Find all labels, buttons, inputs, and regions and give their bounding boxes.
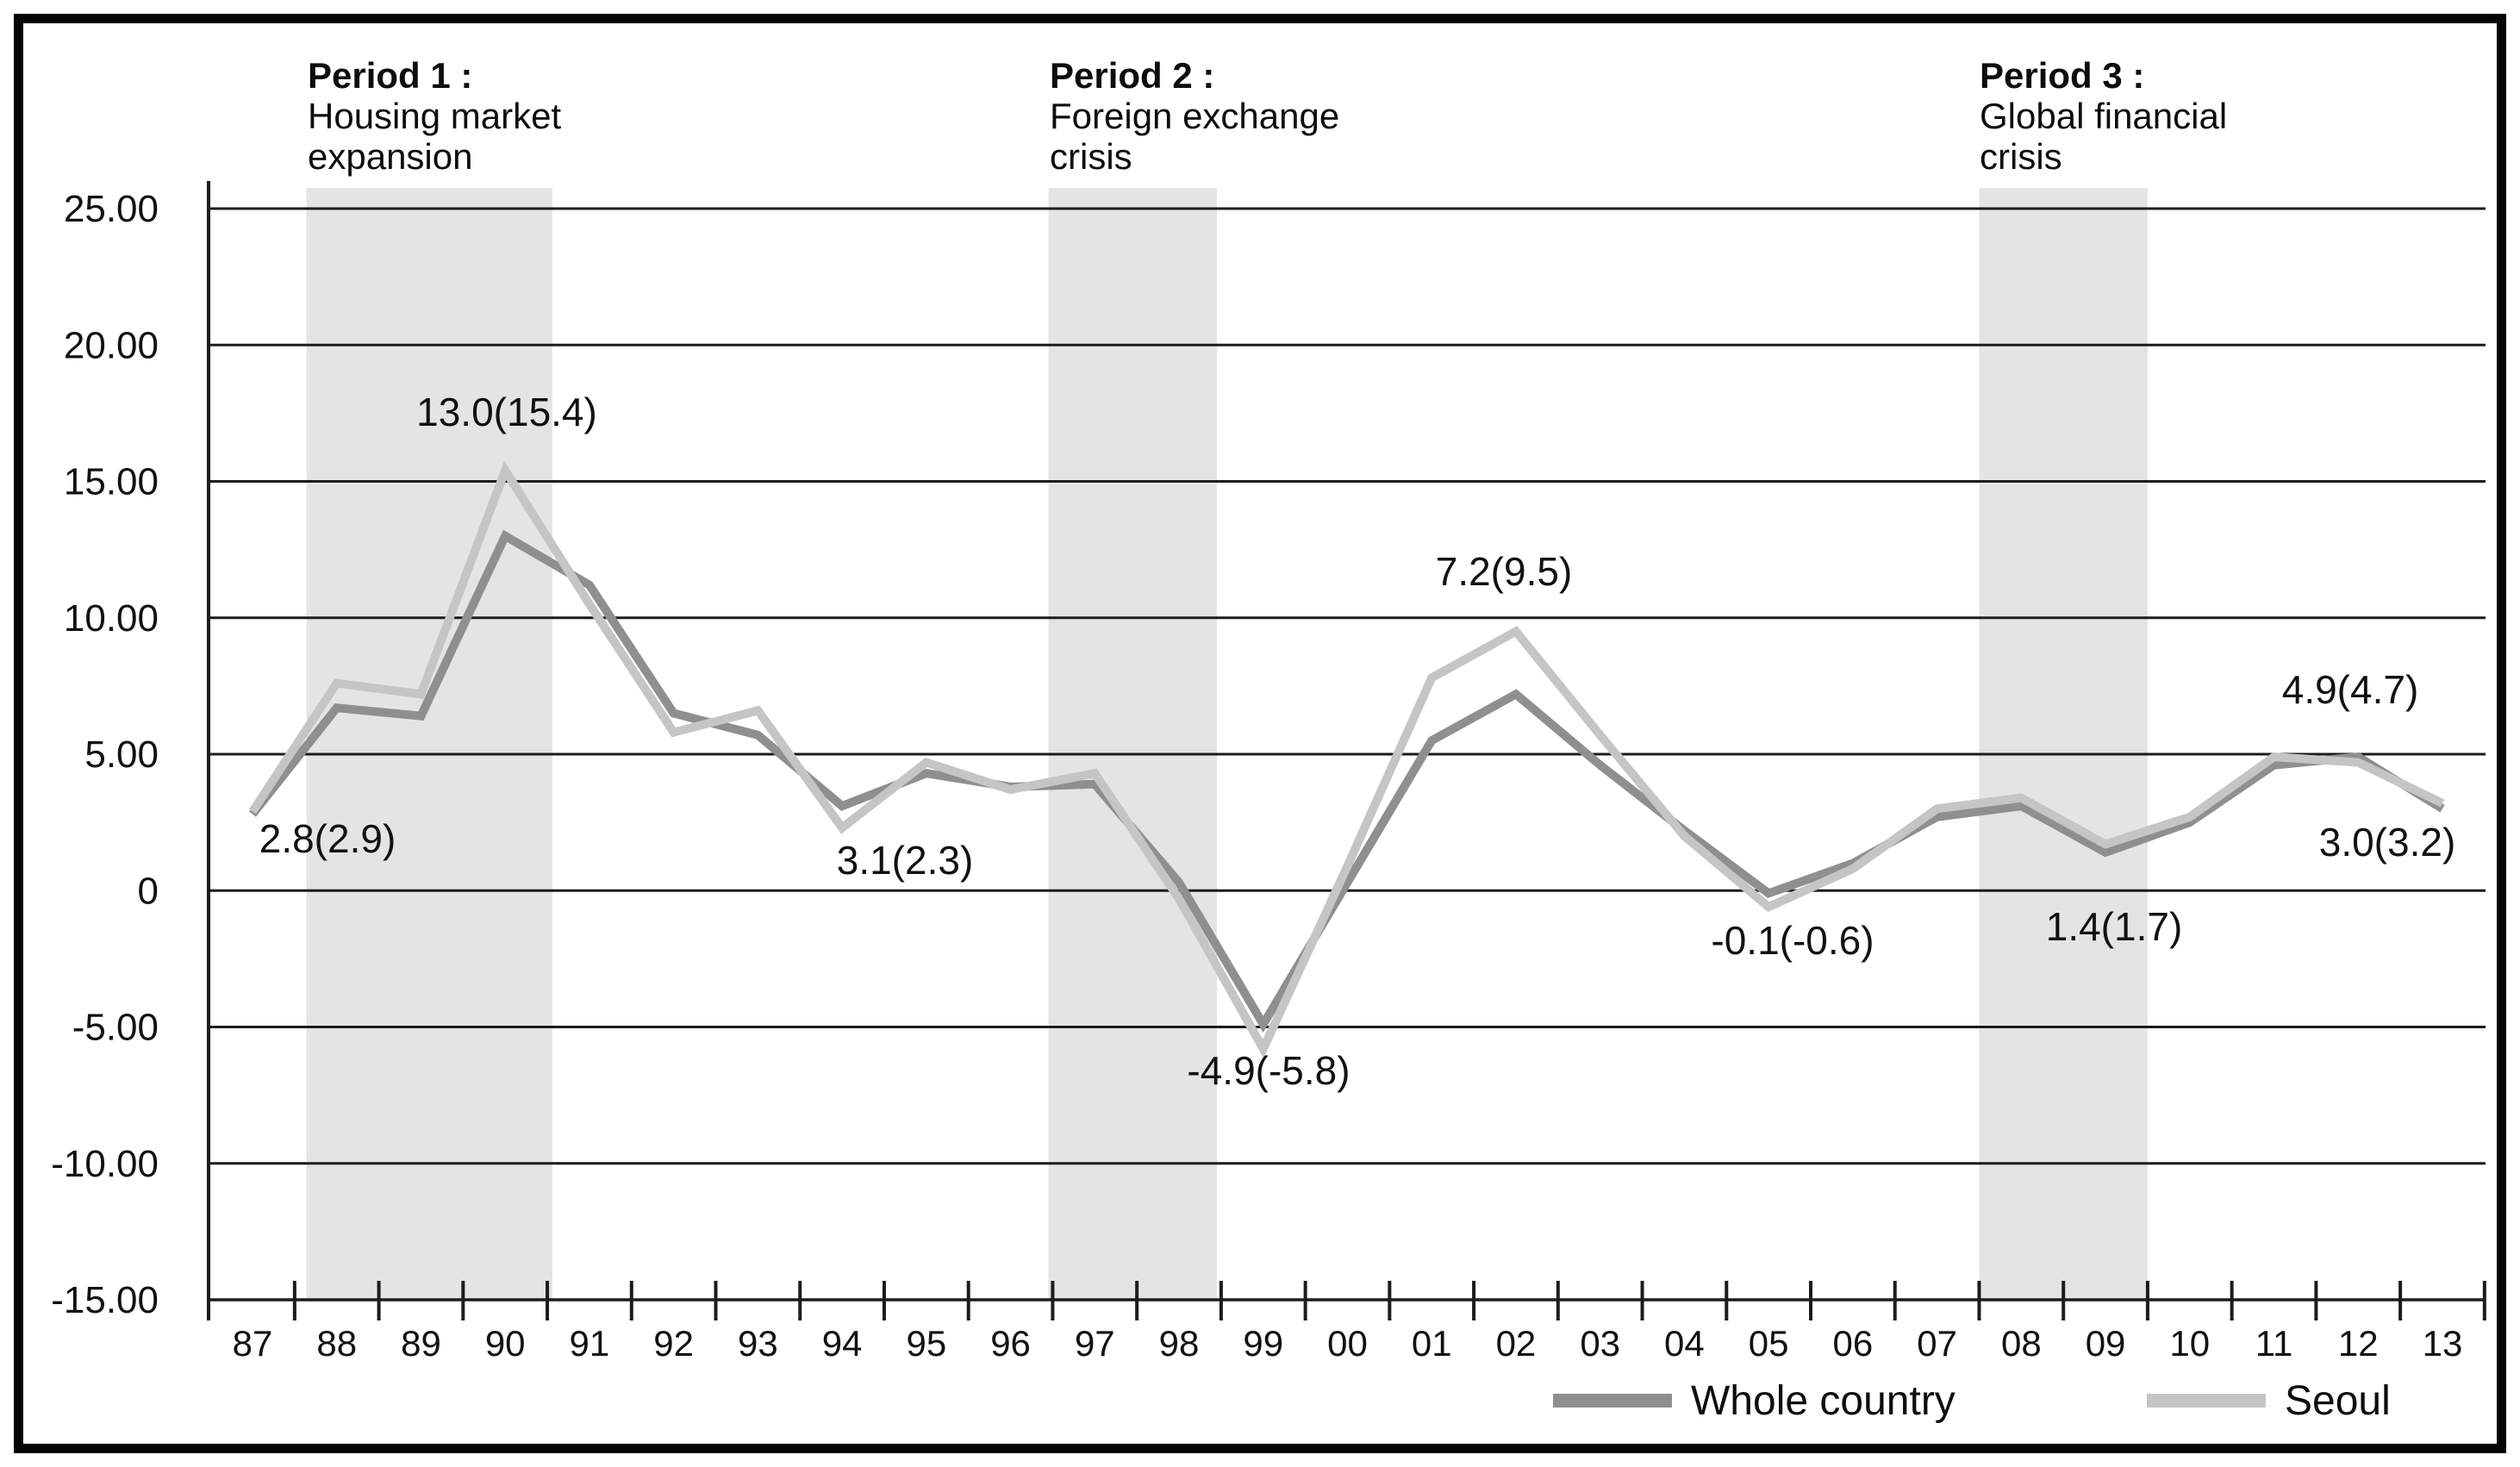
x-tick-label: 91 <box>570 1323 610 1364</box>
legend-label-whole-country: Whole country <box>1691 1377 1955 1424</box>
y-tick-label: 25.00 <box>64 188 159 230</box>
y-tick-label: 10.00 <box>64 597 159 640</box>
period-1-line-1: Housing market <box>308 96 562 136</box>
annotation-label: 3.1(2.3) <box>837 838 974 883</box>
annotation-label: 4.9(4.7) <box>2282 667 2419 712</box>
legend-swatch-whole-country <box>1553 1394 1672 1408</box>
period-band-2 <box>1048 188 1218 1300</box>
annotation-label: 2.8(2.9) <box>259 816 396 861</box>
x-tick-label: 99 <box>1243 1323 1283 1364</box>
y-tick-label: 15.00 <box>64 461 159 503</box>
outer-border <box>14 14 2506 1453</box>
period-2-line-2: crisis <box>1050 136 1132 177</box>
x-tick-label: 93 <box>738 1323 778 1364</box>
annotation-label: 1.4(1.7) <box>2046 904 2183 949</box>
annotation-label: 3.0(3.2) <box>2319 820 2456 865</box>
series-line-seoul <box>248 460 2445 1058</box>
x-tick-label: 10 <box>2169 1323 2210 1364</box>
x-tick-label: 98 <box>1159 1323 1200 1364</box>
x-tick-label: 96 <box>990 1323 1031 1364</box>
x-tick-label: 94 <box>822 1323 863 1364</box>
y-tick-label: -10.00 <box>51 1143 159 1185</box>
x-tick-label: 92 <box>653 1323 694 1364</box>
x-tick-label: 88 <box>316 1323 357 1364</box>
x-tick-label: 11 <box>2255 1323 2293 1364</box>
period-2-title: Period 2 : <box>1050 55 1215 96</box>
period-3-title: Period 3 : <box>1980 55 2145 96</box>
legend-swatch-seoul <box>2147 1394 2266 1408</box>
x-tick-label: 02 <box>1496 1323 1537 1364</box>
y-tick-label: 0 <box>138 870 159 912</box>
x-tick-label: 06 <box>1833 1323 1874 1364</box>
x-tick-label: 08 <box>2001 1323 2042 1364</box>
x-tick-label: 04 <box>1664 1323 1705 1364</box>
annotation-label: 13.0(15.4) <box>416 390 597 434</box>
period-band-3 <box>1979 188 2148 1300</box>
y-tick-label: 20.00 <box>64 324 159 366</box>
x-tick-label: 07 <box>1917 1323 1957 1364</box>
x-tick-label: 03 <box>1580 1323 1620 1364</box>
legend-item-seoul: Seoul <box>2147 1376 2391 1425</box>
x-tick-label: 00 <box>1327 1323 1368 1364</box>
x-tick-label: 97 <box>1075 1323 1115 1364</box>
y-tick-label: 5.00 <box>84 734 159 776</box>
x-tick-label: 05 <box>1749 1323 1789 1364</box>
period-3-label: Period 3 : Global financial crisis <box>1980 55 2227 177</box>
x-tick-label: 12 <box>2338 1323 2379 1364</box>
x-tick-label: 90 <box>485 1323 526 1364</box>
y-tick-label: -15.00 <box>51 1279 159 1321</box>
x-tick-label: 87 <box>233 1323 273 1364</box>
series-line-whole-country <box>249 529 2445 1033</box>
period-2-label: Period 2 : Foreign exchange crisis <box>1050 55 1339 177</box>
period-1-title: Period 1 : <box>308 55 473 96</box>
legend-item-whole-country: Whole country <box>1553 1376 1955 1425</box>
annotation-label: -4.9(-5.8) <box>1187 1048 1350 1093</box>
y-tick-label: -5.00 <box>72 1007 159 1049</box>
period-3-line-1: Global financial <box>1980 96 2228 136</box>
x-tick-label: 09 <box>2086 1323 2126 1364</box>
x-tick-label: 01 <box>1412 1323 1452 1364</box>
x-tick-label: 89 <box>401 1323 441 1364</box>
x-tick-label: 95 <box>906 1323 946 1364</box>
period-1-line-2: expansion <box>308 136 473 177</box>
period-2-line-1: Foreign exchange <box>1050 96 1340 136</box>
annotation-label: -0.1(-0.6) <box>1711 918 1874 963</box>
annotation-label: 7.2(9.5) <box>1436 549 1573 594</box>
legend-label-seoul: Seoul <box>2285 1377 2391 1424</box>
period-1-label: Period 1 : Housing market expansion <box>308 55 561 177</box>
period-band-1 <box>306 188 552 1300</box>
x-tick-label: 13 <box>2423 1323 2463 1364</box>
period-3-line-2: crisis <box>1980 136 2062 177</box>
